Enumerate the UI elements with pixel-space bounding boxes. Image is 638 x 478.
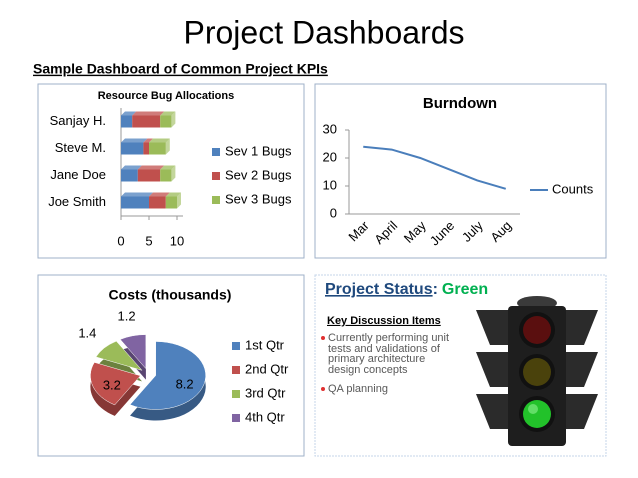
light-visor <box>476 310 510 345</box>
y-tick-label: 20 <box>323 149 337 164</box>
legend-label: Sev 3 Bugs <box>225 191 292 206</box>
y-tick-label: Steve M. <box>55 140 106 155</box>
legend-swatch <box>212 196 220 204</box>
panel <box>314 83 607 259</box>
bar <box>165 196 177 209</box>
bar-top <box>143 138 153 143</box>
chart-title: Costs (thousands) <box>109 287 232 303</box>
bar-side <box>165 138 170 155</box>
bar-top <box>149 138 170 143</box>
legend-label: Sev 2 Bugs <box>225 167 292 182</box>
legend-swatch <box>232 366 240 374</box>
legend-swatch <box>232 390 240 398</box>
light-visor <box>476 352 510 387</box>
x-tick-label: 10 <box>170 233 184 248</box>
legend-swatch <box>212 148 220 156</box>
lamp-shine <box>528 404 538 414</box>
pie-slice <box>90 362 141 406</box>
legend-label: 3rd Qtr <box>245 385 286 400</box>
bullet-item: Currently performing unit tests and vali… <box>321 333 455 375</box>
bar-top <box>160 165 176 170</box>
bar-side <box>171 111 176 128</box>
legend-label: Counts <box>552 181 594 196</box>
bar <box>160 169 172 182</box>
bar-top <box>137 165 165 170</box>
bar-side <box>171 165 176 182</box>
bar <box>149 196 166 209</box>
data-label: 8.2 <box>176 376 194 391</box>
light-visor <box>564 352 598 387</box>
light-visor <box>564 310 598 345</box>
status-heading: Project Status: Green <box>325 281 488 298</box>
bar <box>137 169 161 182</box>
status-label: Project Status <box>325 281 433 298</box>
y-tick-label: 10 <box>323 177 337 192</box>
x-tick-label: 0 <box>117 233 124 248</box>
bar-top <box>160 111 176 116</box>
y-tick-label: 30 <box>323 121 337 136</box>
slide-subtitle: Sample Dashboard of Common Project KPIs <box>33 61 328 77</box>
x-tick-label: 5 <box>145 233 152 248</box>
legend-swatch <box>232 342 240 350</box>
bar <box>160 115 172 128</box>
section-heading: Key Discussion Items <box>327 315 441 327</box>
lamp-amber <box>523 358 551 386</box>
chart-title: Burndown <box>423 95 497 112</box>
y-tick-label: Joe Smith <box>48 194 106 209</box>
y-tick-label: 0 <box>330 205 337 220</box>
bar-top <box>165 192 181 197</box>
bar-top <box>121 165 142 170</box>
data-label: 1.2 <box>118 309 136 324</box>
bullet-item: QA planning <box>321 384 455 395</box>
legend-label: Sev 1 Bugs <box>225 143 292 158</box>
bar-top <box>121 111 137 116</box>
y-tick-label: Sanjay H. <box>50 113 106 128</box>
bar <box>121 142 144 155</box>
bar-top <box>149 192 170 197</box>
bar-side <box>177 192 181 209</box>
line-series <box>363 145 507 190</box>
traffic-light <box>476 296 598 446</box>
y-tick-label: Jane Doe <box>50 167 106 182</box>
status-value: Green <box>442 281 488 298</box>
bar <box>143 142 149 155</box>
light-visor <box>476 394 510 429</box>
bar-top <box>121 138 148 143</box>
bar-top <box>121 192 153 197</box>
bar <box>121 115 133 128</box>
data-label: 1.4 <box>78 325 96 340</box>
pie-slice <box>119 334 147 370</box>
legend-label: 1st Qtr <box>245 337 285 352</box>
lamp-red <box>523 316 551 344</box>
bar-top <box>132 111 165 116</box>
pie-slice <box>95 340 143 371</box>
legend-label: 4th Qtr <box>245 409 285 424</box>
legend-label: 2nd Qtr <box>245 361 289 376</box>
light-visor <box>564 394 598 429</box>
data-label: 3.2 <box>103 377 121 392</box>
bar <box>121 196 149 209</box>
bullet-box: Currently performing unit tests and vali… <box>320 333 455 395</box>
bar <box>121 169 138 182</box>
bar <box>132 115 161 128</box>
slide-title: Project Dashboards <box>183 14 464 50</box>
pie-slice <box>129 341 206 410</box>
status-separator: : <box>433 281 438 298</box>
bullet-list: Currently performing unit tests and vali… <box>320 333 455 395</box>
bar <box>149 142 166 155</box>
legend-swatch <box>212 172 220 180</box>
legend-swatch <box>232 414 240 422</box>
lamp-green <box>523 400 551 428</box>
chart-title: Resource Bug Allocations <box>98 90 235 102</box>
